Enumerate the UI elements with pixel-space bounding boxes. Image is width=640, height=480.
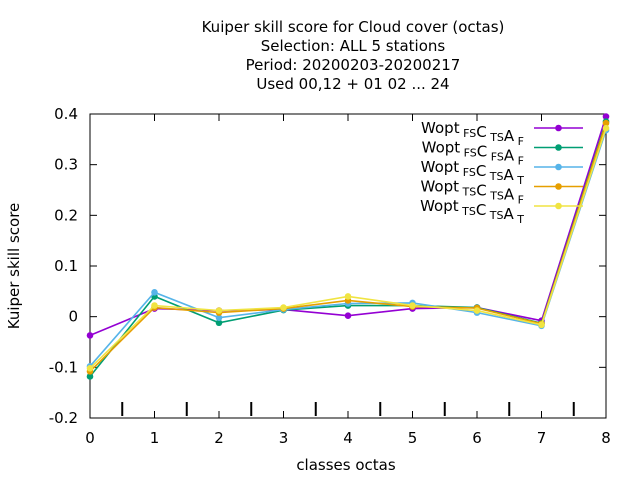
legend-swatch-point [555, 144, 562, 151]
legend-item-4: Wopt TSC TSA F [420, 178, 583, 207]
data-point [151, 302, 158, 309]
plot-frame [89, 113, 607, 419]
x-axis-label: classes octas [296, 456, 396, 474]
legend-item-1: Wopt FSC TSA F [421, 119, 583, 148]
data-point [86, 373, 94, 380]
title-line-3: Period: 20200203-20200217 [246, 56, 461, 74]
legend-label: Wopt FSC FSA F [422, 139, 524, 168]
data-point [215, 314, 223, 321]
legend-swatch-point [555, 124, 562, 132]
series-4 [86, 119, 610, 375]
legend-label: Wopt TSC TSA F [420, 178, 524, 207]
data-point [409, 302, 416, 309]
legend-label: Wopt FSC TSA T [421, 158, 525, 187]
title-line-4: Used 00,12 + 01 02 ... 24 [256, 75, 449, 93]
data-point [86, 365, 94, 372]
data-point [602, 113, 610, 120]
series-group [86, 113, 610, 380]
y-tick-label: 0 [68, 308, 78, 326]
chart-title: Kuiper skill score for Cloud cover (octa… [202, 18, 505, 93]
series-3 [86, 126, 610, 370]
legend-swatch-point [555, 163, 562, 171]
data-point [215, 319, 223, 327]
data-point [86, 332, 94, 339]
y-axis-label: Kuiper skill score [5, 203, 23, 330]
x-tick-label: 3 [279, 429, 289, 447]
x-tick-label: 4 [343, 429, 353, 447]
data-point [344, 293, 352, 300]
y-tick-label: 0.3 [54, 156, 78, 174]
axes: -0.2 -0.1 0 0.1 0.2 0.3 0.4 0 1 2 3 4 5 6 7 8 [49, 105, 611, 447]
data-point [473, 307, 481, 314]
legend-label: Wopt FSC TSA F [421, 119, 524, 148]
y-tick-label: 0.1 [54, 257, 78, 275]
series-line [89, 129, 607, 367]
legend-item-5: Wopt TSC TSA T [420, 197, 583, 226]
series-5 [86, 124, 610, 372]
title-line-1: Kuiper skill score for Cloud cover (octa… [202, 18, 505, 36]
series-line [89, 122, 607, 372]
series-line [89, 127, 607, 369]
x-tick-label: 1 [150, 429, 160, 447]
title-line-2: Selection: ALL 5 stations [261, 37, 446, 55]
series-line [89, 121, 607, 377]
legend-item-3: Wopt FSC TSA T [421, 158, 583, 187]
y-tick-label: 0.4 [54, 105, 78, 123]
data-point [344, 312, 352, 319]
data-point [280, 304, 287, 311]
series-2 [86, 118, 610, 380]
x-tick-label: 5 [408, 429, 418, 447]
data-point [151, 289, 158, 296]
legend-swatch-point [555, 183, 562, 190]
y-tick-label: 0.2 [54, 206, 78, 224]
x-tick-label: 7 [537, 429, 547, 447]
x-tick-label: 2 [214, 429, 224, 447]
x-tick-label: 8 [601, 429, 611, 447]
data-point [602, 119, 610, 127]
data-point [602, 124, 610, 132]
legend-label: Wopt TSC TSA T [420, 197, 524, 226]
y-tick-label: -0.2 [49, 409, 78, 427]
data-point [538, 321, 545, 329]
legend-item-2: Wopt FSC FSA F [422, 139, 583, 168]
x-tick-label: 6 [472, 429, 482, 447]
y-tick-label: -0.1 [49, 358, 78, 376]
x-tick-label: 0 [85, 429, 95, 447]
legend-swatch-point [555, 202, 562, 210]
data-point [215, 307, 223, 314]
